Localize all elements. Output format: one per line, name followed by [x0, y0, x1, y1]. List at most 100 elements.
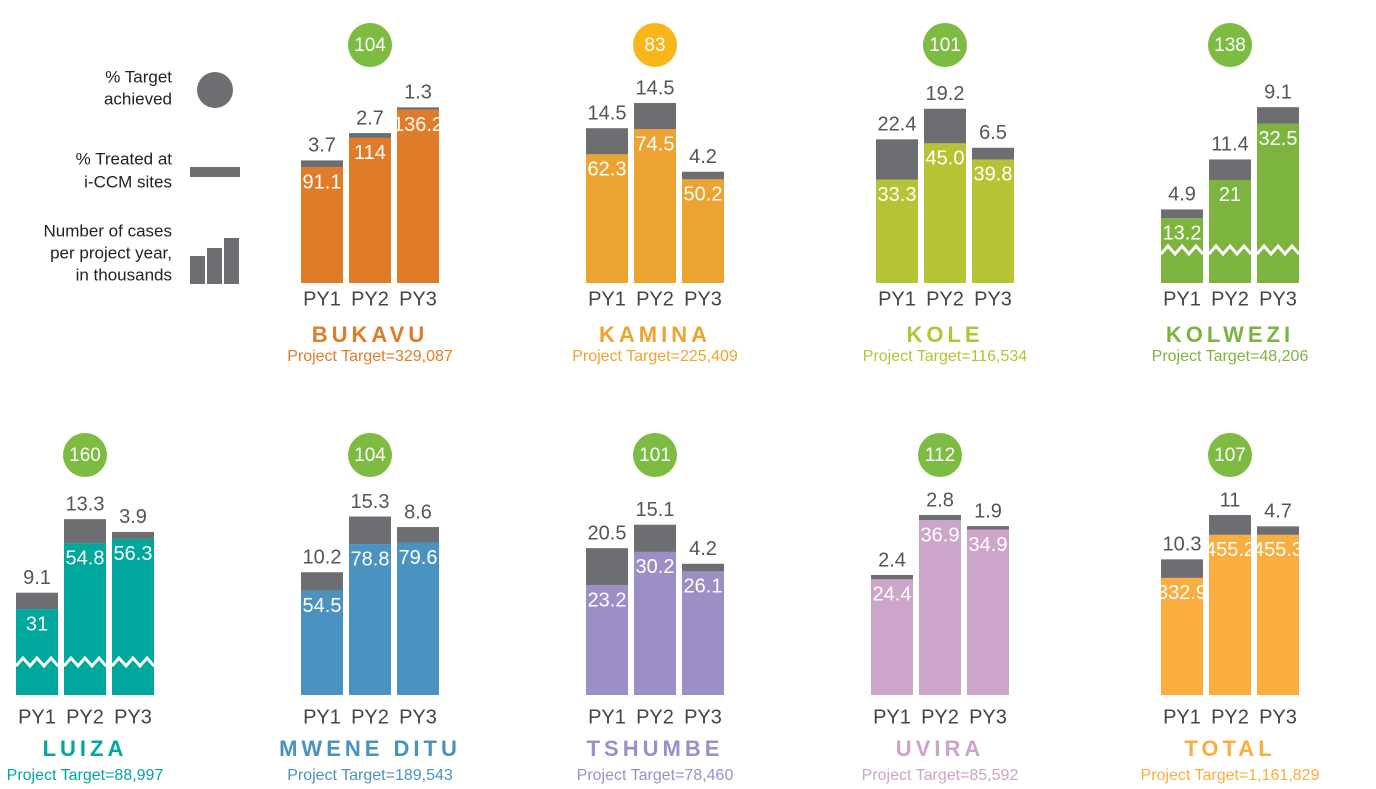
- legend-text: % Treated at: [76, 149, 173, 168]
- bar: [1257, 534, 1299, 695]
- treated-label: 4.9: [1168, 184, 1196, 206]
- cases-label: 13.2: [1163, 223, 1202, 245]
- treated-cap: [1209, 515, 1251, 535]
- bar: [634, 551, 676, 695]
- bar: [397, 542, 439, 695]
- legend-icon-circle: [197, 72, 233, 108]
- cases-label: 39.8: [974, 164, 1013, 186]
- cases-label: 136.2: [393, 114, 443, 136]
- x-tick-label: PY3: [1259, 288, 1297, 310]
- bar: [301, 590, 343, 695]
- treated-cap: [1257, 107, 1299, 124]
- panel-subtitle: Project Target=78,460: [577, 767, 734, 784]
- legend-icon-bar: [207, 248, 222, 284]
- treated-label: 22.4: [878, 114, 917, 136]
- treated-cap: [1257, 526, 1299, 535]
- treated-label: 11.4: [1211, 134, 1248, 156]
- legend-text: per project year,: [50, 243, 172, 262]
- cases-label: 34.9: [969, 534, 1008, 556]
- treated-label: 6.5: [979, 122, 1007, 144]
- treated-cap: [586, 128, 628, 155]
- cases-label: 26.1: [684, 576, 723, 598]
- cases-label: 54.5: [303, 595, 342, 617]
- panel-title: LUIZA: [43, 736, 128, 761]
- bar: [397, 109, 439, 283]
- treated-label: 1.9: [974, 500, 1002, 522]
- x-tick-label: PY1: [303, 288, 341, 310]
- cases-label: 21: [1219, 184, 1241, 206]
- cases-label: 455.2: [1205, 539, 1255, 561]
- bar: [876, 179, 918, 283]
- cases-label: 24.4: [873, 584, 912, 606]
- x-tick-label: PY2: [636, 288, 674, 310]
- x-tick-label: PY2: [1211, 706, 1249, 728]
- treated-label: 3.9: [119, 506, 147, 528]
- cases-label: 31: [26, 613, 48, 635]
- x-tick-label: PY1: [18, 706, 56, 728]
- x-tick-label: PY3: [684, 288, 722, 310]
- bar: [682, 571, 724, 695]
- panel-title: KOLE: [906, 322, 983, 347]
- cases-label: 79.6: [399, 547, 438, 569]
- bar: [112, 538, 154, 695]
- badge-label: 112: [925, 445, 955, 466]
- treated-cap: [397, 527, 439, 543]
- treated-cap: [349, 516, 391, 545]
- cases-label: 54.8: [66, 547, 105, 569]
- treated-label: 9.1: [23, 567, 51, 589]
- treated-cap: [871, 574, 913, 580]
- cases-label: 56.3: [114, 543, 153, 565]
- bar: [682, 179, 724, 283]
- x-tick-label: PY1: [303, 706, 341, 728]
- legend-text: in thousands: [76, 265, 172, 284]
- panel-subtitle: Project Target=116,534: [863, 348, 1028, 365]
- x-tick-label: PY3: [114, 706, 152, 728]
- cases-label: 114: [354, 142, 386, 164]
- treated-cap: [876, 139, 918, 180]
- badge-label: 104: [354, 35, 386, 56]
- treated-cap: [1209, 159, 1251, 180]
- treated-cap: [397, 107, 439, 110]
- x-tick-label: PY3: [969, 706, 1007, 728]
- cases-label: 74.5: [636, 133, 675, 155]
- treated-cap: [634, 103, 676, 130]
- panel-title: UVIRA: [896, 736, 984, 761]
- treated-label: 15.3: [351, 491, 390, 513]
- axis-break: [1159, 243, 1205, 257]
- treated-label: 14.5: [588, 102, 627, 124]
- badge-circle: [633, 433, 677, 477]
- axis-break: [62, 655, 108, 669]
- panel-title: KAMINA: [599, 322, 711, 347]
- treated-label: 20.5: [588, 522, 627, 544]
- legend-text: achieved: [104, 89, 172, 108]
- treated-cap: [924, 108, 966, 144]
- x-tick-label: PY3: [1259, 706, 1297, 728]
- treated-label: 2.4: [878, 549, 906, 571]
- x-tick-label: PY2: [636, 706, 674, 728]
- bar: [634, 129, 676, 283]
- cases-label: 332.9: [1157, 582, 1207, 604]
- axis-break: [1255, 243, 1301, 257]
- treated-cap: [301, 572, 343, 591]
- x-tick-label: PY1: [878, 288, 916, 310]
- panel-title: MWENE DITU: [279, 736, 461, 761]
- treated-label: 11: [1220, 489, 1241, 511]
- bar: [1209, 179, 1251, 283]
- treated-label: 4.7: [1264, 501, 1292, 523]
- treated-cap: [1161, 559, 1203, 578]
- bar: [1257, 123, 1299, 284]
- treated-cap: [682, 563, 724, 572]
- panel-subtitle: Project Target=329,087: [287, 348, 453, 365]
- treated-label: 1.3: [404, 82, 432, 104]
- treated-cap: [112, 531, 154, 539]
- x-tick-label: PY1: [588, 706, 626, 728]
- badge-label: 104: [354, 445, 386, 466]
- badge-label: 101: [929, 35, 961, 56]
- bar: [919, 520, 961, 695]
- x-tick-label: PY1: [1163, 288, 1201, 310]
- treated-label: 10.3: [1163, 534, 1202, 556]
- badge-label: 138: [1214, 35, 1246, 56]
- legend-icon-bar: [224, 238, 239, 284]
- panel-subtitle: Project Target=189,543: [287, 767, 453, 784]
- treated-cap: [301, 160, 343, 168]
